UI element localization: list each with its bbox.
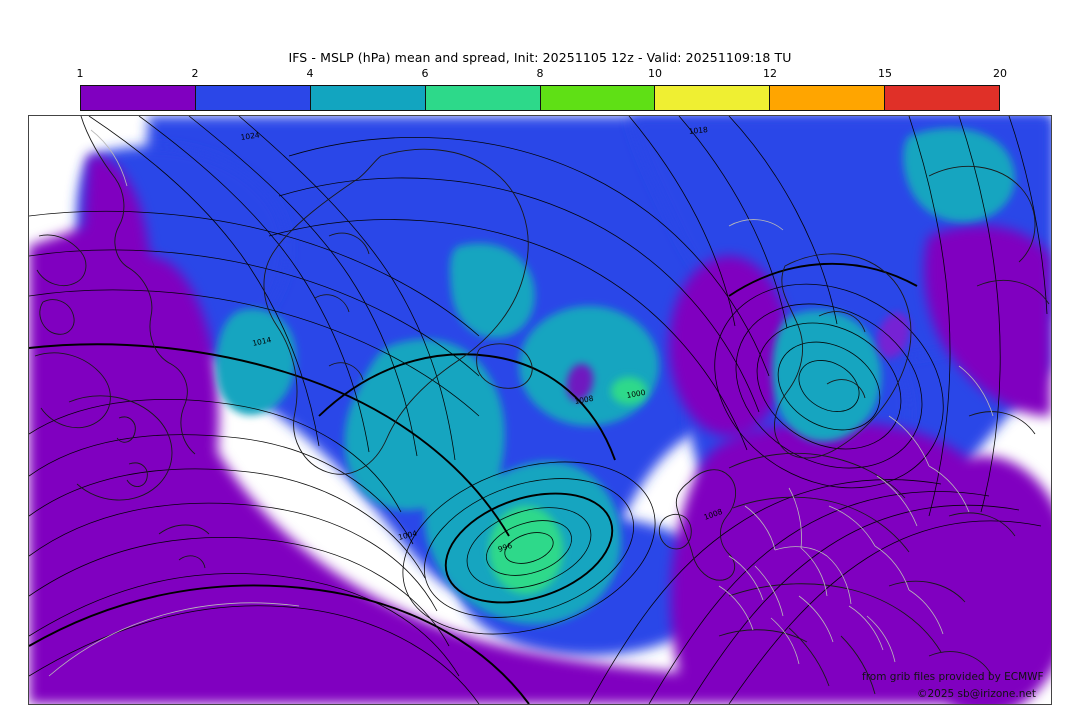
colorbar-tick-1: 1 [76, 67, 84, 80]
isobar-label: 1000 [626, 388, 647, 400]
colorbar-container: 1 2 4 6 8 10 12 15 20 [77, 67, 1007, 111]
colorbar-segment-4-6 [310, 86, 426, 110]
colorbar-tick-2: 2 [191, 67, 199, 80]
colorbar-segment-15-20 [885, 86, 999, 110]
colorbar-tick-10: 10 [648, 67, 662, 80]
page-title: IFS - MSLP (hPa) mean and spread, Init: … [288, 50, 792, 65]
colorbar-segment-1-2 [81, 86, 196, 110]
isobar-layer [29, 116, 1048, 704]
colorbar-tick-15: 15 [878, 67, 892, 80]
colorbar-segment-8-10 [540, 86, 656, 110]
colorbar-tick-20: 20 [993, 67, 1007, 80]
data-source-credit: from grib files provided by ECMWF [862, 671, 1044, 683]
isobar-label: 1024 [240, 130, 260, 142]
colorbar-segment-6-8 [425, 86, 541, 110]
map-svg: 1024 1018 1008 1000 996 1004 1008 1014 [29, 116, 1051, 704]
isobar-label: 1014 [252, 335, 273, 348]
colorbar-tick-12: 12 [763, 67, 777, 80]
copyright-credit: ©2025 sb@irizone.net [917, 688, 1036, 700]
isobar-bold-layer [29, 262, 918, 704]
isobar-label: 1018 [688, 125, 708, 136]
colorbar-tick-4: 4 [306, 67, 314, 80]
country-border-layer [48, 129, 994, 677]
coastline-layer [34, 116, 1050, 695]
colorbar-tick-8: 8 [536, 67, 544, 80]
spread-colorbar [80, 85, 1000, 111]
mslp-spread-map[interactable]: 1024 1018 1008 1000 996 1004 1008 1014 [28, 115, 1052, 705]
colorbar-tick-labels: 1 2 4 6 8 10 12 15 20 [76, 67, 1008, 83]
colorbar-segment-12-15 [770, 86, 886, 110]
colorbar-segment-2-4 [195, 86, 311, 110]
isobar-label: 1008 [574, 394, 595, 406]
colorbar-tick-6: 6 [421, 67, 429, 80]
isobar-label: 996 [497, 541, 514, 554]
spread-band-green [489, 377, 647, 594]
colorbar-segment-10-12 [655, 86, 771, 110]
